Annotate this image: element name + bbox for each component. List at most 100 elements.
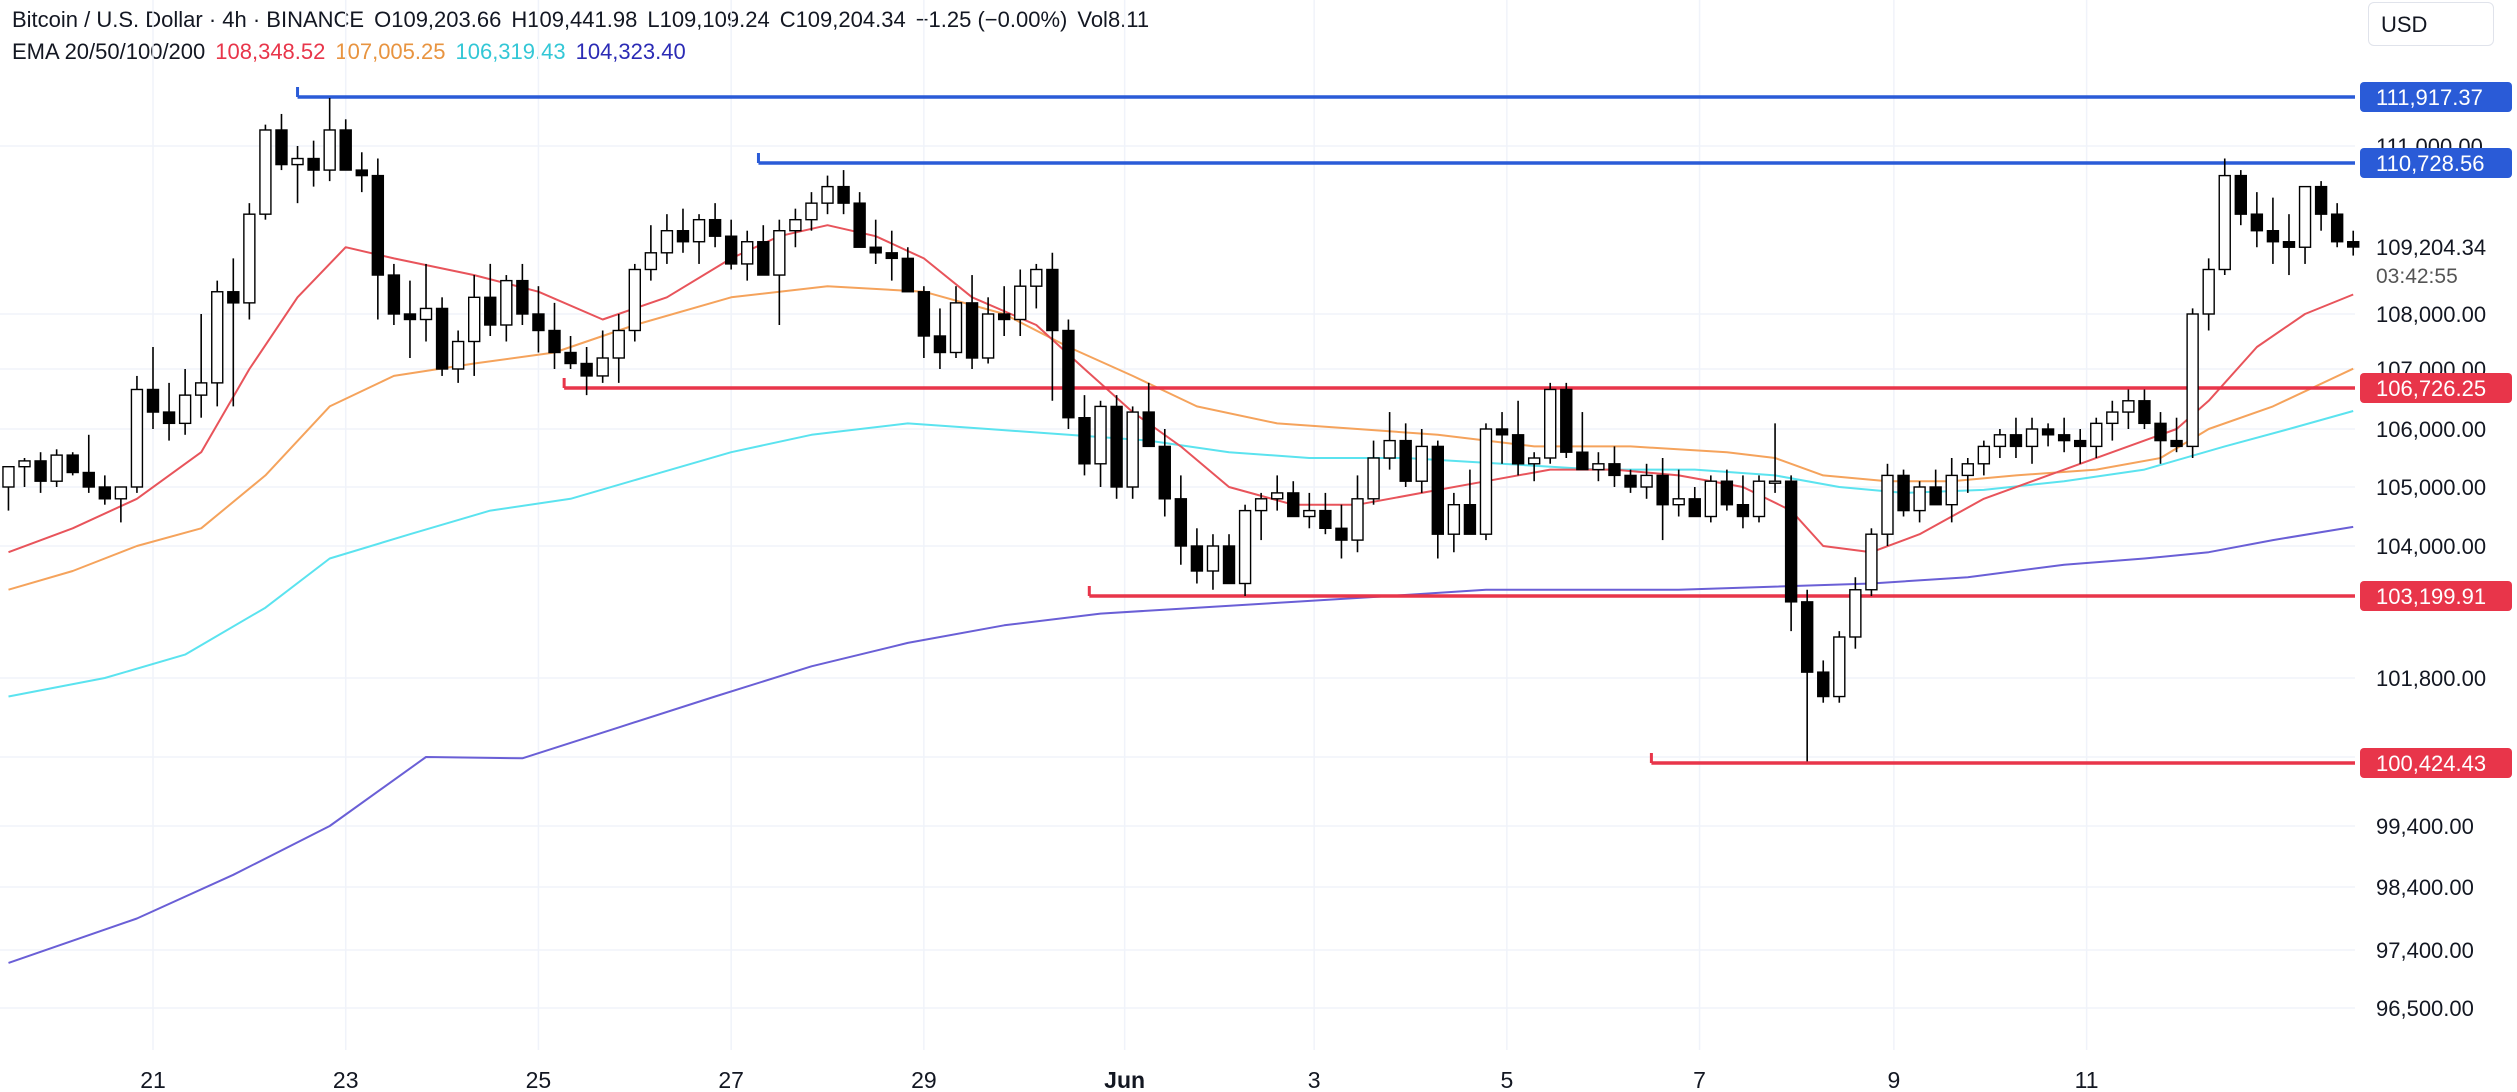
low-value: L109,109.24 (647, 7, 770, 32)
candle (1110, 395, 1123, 499)
candle (1784, 475, 1798, 632)
candle (1270, 475, 1284, 511)
candle (1303, 492, 1316, 529)
candle (853, 192, 866, 248)
candle-up (1479, 428, 1493, 535)
candle (259, 124, 272, 220)
candle-up (2, 466, 15, 488)
candle-down (2234, 174, 2248, 215)
candle (1945, 458, 1958, 523)
candle-down (917, 291, 931, 337)
candle (2009, 417, 2023, 458)
candle (2, 466, 15, 511)
candle-up (628, 268, 641, 332)
ohlc-legend: Bitcoin / U.S. Dollar · 4h · BINANCE O109… (12, 7, 1159, 33)
candle-up (2122, 400, 2135, 413)
candle-down (1929, 486, 1942, 506)
candle-up (821, 185, 834, 204)
candle-up (2186, 313, 2199, 448)
candle-up (1206, 545, 1220, 572)
candle-up (2298, 185, 2312, 248)
candle (50, 449, 63, 487)
candle (66, 452, 79, 476)
candle (2314, 181, 2328, 231)
candle-down (997, 313, 1011, 321)
candle (2266, 197, 2280, 264)
candle (114, 486, 128, 523)
candle-up (2202, 268, 2215, 315)
volume-value: Vol8.11 (1077, 7, 1150, 32)
candle (933, 308, 947, 369)
candle-down (1287, 492, 1300, 518)
candle-down (403, 313, 417, 321)
candle-down (339, 129, 352, 171)
candle (692, 214, 706, 264)
candle (1206, 534, 1220, 590)
candle-down (1608, 463, 1621, 477)
candle-down (2154, 422, 2167, 442)
candle (2170, 417, 2183, 453)
candle (1014, 269, 1027, 336)
candle-up (2106, 411, 2119, 425)
candle-up (1447, 504, 1461, 535)
candle-down (1158, 445, 1171, 500)
candle (1656, 458, 1669, 541)
candle-down (2282, 241, 2296, 248)
candle (18, 458, 31, 487)
currency-label: USD (2381, 12, 2428, 37)
candle (628, 263, 641, 342)
level-price-label: 106,726.25 (2376, 376, 2486, 401)
candle (1463, 469, 1477, 535)
candle (1929, 469, 1942, 506)
x-axis-tick-label: 9 (1888, 1067, 1901, 1092)
candle (2234, 170, 2248, 226)
candle-up (1014, 285, 1027, 321)
candle-down (965, 302, 979, 359)
candle (1865, 528, 1878, 596)
candle-down (532, 313, 545, 332)
candle-up (1592, 463, 1605, 471)
candle-down (484, 296, 497, 326)
candle (2025, 417, 2039, 464)
currency-selector[interactable]: USD (2368, 2, 2494, 46)
candle (1126, 406, 1139, 499)
candle-up (741, 241, 754, 265)
candle (612, 314, 625, 383)
candle (1913, 481, 1926, 523)
candle (1222, 534, 1236, 585)
candle (1833, 631, 1846, 703)
candle-down (580, 362, 593, 377)
candle (1800, 589, 1814, 762)
ema-legend[interactable]: EMA 20/50/100/200 108,348.52 107,005.25 106… (12, 39, 696, 65)
candle-up (50, 454, 63, 482)
candle (1367, 440, 1380, 505)
x-axis-tick-label: 3 (1308, 1067, 1321, 1092)
candle (1977, 440, 1991, 476)
candle (1062, 319, 1075, 429)
candle-down (1560, 388, 1573, 453)
candle-down (1078, 417, 1091, 465)
candle (468, 275, 481, 376)
y-axis-tick-label: 97,400.00 (2376, 938, 2474, 963)
y-axis-tick-label: 96,500.00 (2376, 996, 2474, 1021)
candle-up (1704, 480, 1718, 518)
candle-up (1945, 474, 1958, 506)
candle (532, 286, 545, 353)
candle (580, 347, 593, 396)
candle (435, 297, 449, 376)
candle-up (243, 213, 256, 304)
symbol-title[interactable]: Bitcoin / U.S. Dollar · 4h · BINANCE (12, 7, 365, 32)
candle-down (1800, 601, 1814, 673)
candle (500, 275, 513, 342)
candle (419, 263, 433, 342)
candle-up (500, 279, 513, 326)
candle (323, 97, 336, 182)
candle (805, 192, 818, 231)
x-axis-tick-label: 27 (718, 1067, 744, 1092)
candle-up (1881, 474, 1894, 535)
candle-down (1817, 671, 1830, 698)
candle-down (307, 157, 320, 171)
candle-down (387, 274, 401, 315)
candle (1142, 382, 1155, 448)
